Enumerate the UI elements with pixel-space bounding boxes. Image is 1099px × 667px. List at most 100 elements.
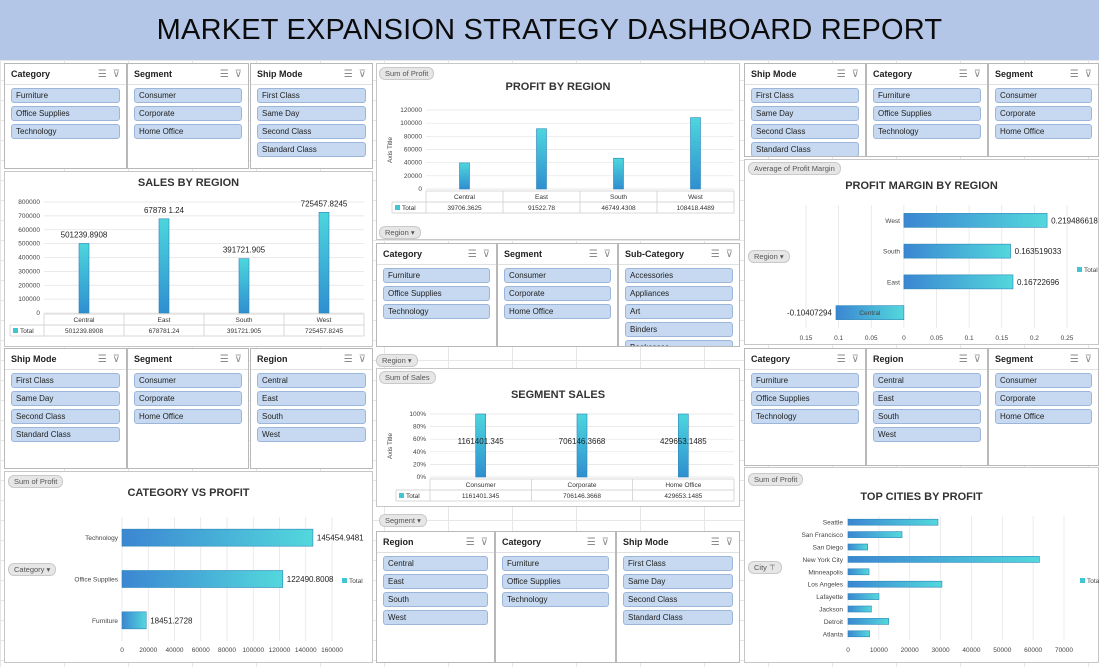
clear-filter-icon[interactable]: ⊽	[725, 536, 733, 548]
category-field-pill[interactable]: Sum of Profit	[8, 475, 64, 488]
clear-filter-icon[interactable]: ⊽	[973, 353, 981, 365]
slicer-item[interactable]: Home Office	[134, 409, 242, 424]
multi-select-icon[interactable]: ☰	[588, 248, 598, 260]
slicer-item[interactable]: Standard Class	[623, 610, 733, 625]
slicer-item[interactable]: Corporate	[134, 106, 242, 121]
slicer-item[interactable]: Second Class	[623, 592, 733, 607]
slicer-item[interactable]: Technology	[11, 124, 120, 139]
slicer-item[interactable]: Corporate	[504, 286, 611, 301]
slicer-item[interactable]: Corporate	[995, 106, 1092, 121]
slicer-item[interactable]: East	[383, 574, 488, 589]
multi-select-icon[interactable]: ☰	[343, 68, 353, 80]
slicer-item[interactable]: Second Class	[751, 124, 859, 139]
slicer-segment[interactable]: Segment ☰ ⊽ Consumer Corporate Home Office	[988, 348, 1099, 466]
slicer-item[interactable]: Corporate	[134, 391, 242, 406]
slicer-item[interactable]: First Class	[11, 373, 120, 388]
slicer-item[interactable]: Bookcases	[625, 340, 733, 346]
slicer-item[interactable]: East	[257, 391, 366, 406]
slicer-item[interactable]: Office Supplies	[873, 106, 981, 121]
slicer-region[interactable]: Region ☰ ⊽ Central East South West	[866, 348, 988, 466]
slicer-item[interactable]: Accessories	[625, 268, 733, 283]
clear-filter-icon[interactable]: ⊽	[725, 248, 733, 260]
multi-select-icon[interactable]: ☰	[97, 353, 107, 365]
clear-filter-icon[interactable]: ⊽	[1084, 353, 1092, 365]
slicer-category[interactable]: Category ☰ ⊽ Furniture Office Supplies Techno…	[744, 348, 866, 466]
slicer-item[interactable]: First Class	[623, 556, 733, 571]
multi-select-icon[interactable]: ☰	[710, 536, 720, 548]
clear-filter-icon[interactable]: ⊽	[482, 248, 490, 260]
slicer-item[interactable]: South	[873, 409, 981, 424]
slicer-item[interactable]: Central	[257, 373, 366, 388]
cities-axis-pill[interactable]: City ⊤	[748, 561, 782, 574]
slicer-item[interactable]: Standard Class	[11, 427, 120, 442]
slicer-item[interactable]: Furniture	[11, 88, 120, 103]
clear-filter-icon[interactable]: ⊽	[112, 353, 120, 365]
segment-axis-pill[interactable]: Segment ▾	[379, 514, 427, 527]
multi-select-icon[interactable]: ☰	[586, 536, 596, 548]
clear-filter-icon[interactable]: ⊽	[973, 68, 981, 80]
slicer-item[interactable]: Same Day	[623, 574, 733, 589]
slicer-ship-mode[interactable]: Ship Mode ☰ ⊽ First Class Same Day Second Cla…	[4, 348, 127, 469]
multi-select-icon[interactable]: ☰	[97, 68, 107, 80]
slicer-item[interactable]: Home Office	[995, 124, 1092, 139]
slicer-item[interactable]: First Class	[257, 88, 366, 103]
slicer-item[interactable]: South	[257, 409, 366, 424]
multi-select-icon[interactable]: ☰	[958, 68, 968, 80]
slicer-item[interactable]: Second Class	[257, 124, 366, 139]
slicer-item[interactable]: Technology	[502, 592, 609, 607]
slicer-item[interactable]: East	[873, 391, 981, 406]
clear-filter-icon[interactable]: ⊽	[480, 536, 488, 548]
clear-filter-icon[interactable]: ⊽	[1084, 68, 1092, 80]
slicer-item[interactable]: Standard Class	[751, 142, 859, 156]
multi-select-icon[interactable]: ☰	[219, 353, 229, 365]
segment-region-filter-pill[interactable]: Region ▾	[376, 354, 418, 367]
slicer-item[interactable]: Appliances	[625, 286, 733, 301]
slicer-item[interactable]: First Class	[751, 88, 859, 103]
clear-filter-icon[interactable]: ⊽	[601, 536, 609, 548]
category-axis-pill[interactable]: Category ▾	[8, 563, 57, 576]
slicer-item[interactable]: Furniture	[502, 556, 609, 571]
slicer-item[interactable]: Binders	[625, 322, 733, 337]
slicer-item[interactable]: Same Day	[751, 106, 859, 121]
slicer-item[interactable]: Standard Class	[257, 142, 366, 157]
slicer-category[interactable]: Category ☰ ⊽ Furniture Office Supplies Techno…	[4, 63, 127, 169]
slicer-item[interactable]: Art	[625, 304, 733, 319]
slicer-item[interactable]: Office Supplies	[11, 106, 120, 121]
slicer-item[interactable]: Corporate	[995, 391, 1092, 406]
slicer-item[interactable]: West	[383, 610, 488, 625]
slicer-segment[interactable]: Segment ☰ ⊽ Consumer Corporate Home Office	[127, 348, 249, 469]
slicer-item[interactable]: Furniture	[383, 268, 490, 283]
slicer-item[interactable]: South	[383, 592, 488, 607]
multi-select-icon[interactable]: ☰	[1069, 353, 1079, 365]
segment-field-pill[interactable]: Sum of Sales	[379, 371, 436, 384]
multi-select-icon[interactable]: ☰	[836, 68, 846, 80]
slicer-category[interactable]: Category ☰ ⊽ Furniture Office Supplies Techno…	[866, 63, 988, 157]
clear-filter-icon[interactable]: ⊽	[234, 353, 242, 365]
slicer-category[interactable]: Category ☰ ⊽ Furniture Office Supplies Techno…	[495, 531, 616, 663]
slicer-item[interactable]: West	[873, 427, 981, 442]
slicer-item[interactable]: Home Office	[134, 124, 242, 139]
slicer-item[interactable]: Central	[383, 556, 488, 571]
slicer-item[interactable]: Consumer	[504, 268, 611, 283]
slicer-item[interactable]: Consumer	[995, 88, 1092, 103]
multi-select-icon[interactable]: ☰	[343, 353, 353, 365]
slicer-item[interactable]: Home Office	[995, 409, 1092, 424]
margin-axis-pill[interactable]: Region ▾	[748, 250, 790, 263]
clear-filter-icon[interactable]: ⊽	[603, 248, 611, 260]
category-profit-panel[interactable]	[4, 471, 373, 663]
sales-region-panel[interactable]	[4, 171, 373, 347]
multi-select-icon[interactable]: ☰	[958, 353, 968, 365]
profit-region-axis-pill[interactable]: Region ▾	[379, 226, 421, 239]
slicer-item[interactable]: Technology	[751, 409, 859, 424]
slicer-item[interactable]: Second Class	[11, 409, 120, 424]
slicer-item[interactable]: Central	[873, 373, 981, 388]
slicer-item[interactable]: Same Day	[11, 391, 120, 406]
slicer-ship-mode[interactable]: Ship Mode ☰ ⊽ First Class Same Day Second Cla…	[744, 63, 866, 157]
slicer-item[interactable]: Furniture	[751, 373, 859, 388]
slicer-item[interactable]: West	[257, 427, 366, 442]
multi-select-icon[interactable]: ☰	[465, 536, 475, 548]
multi-select-icon[interactable]: ☰	[467, 248, 477, 260]
multi-select-icon[interactable]: ☰	[219, 68, 229, 80]
slicer-item[interactable]: Furniture	[873, 88, 981, 103]
slicer-item[interactable]: Technology	[383, 304, 490, 319]
